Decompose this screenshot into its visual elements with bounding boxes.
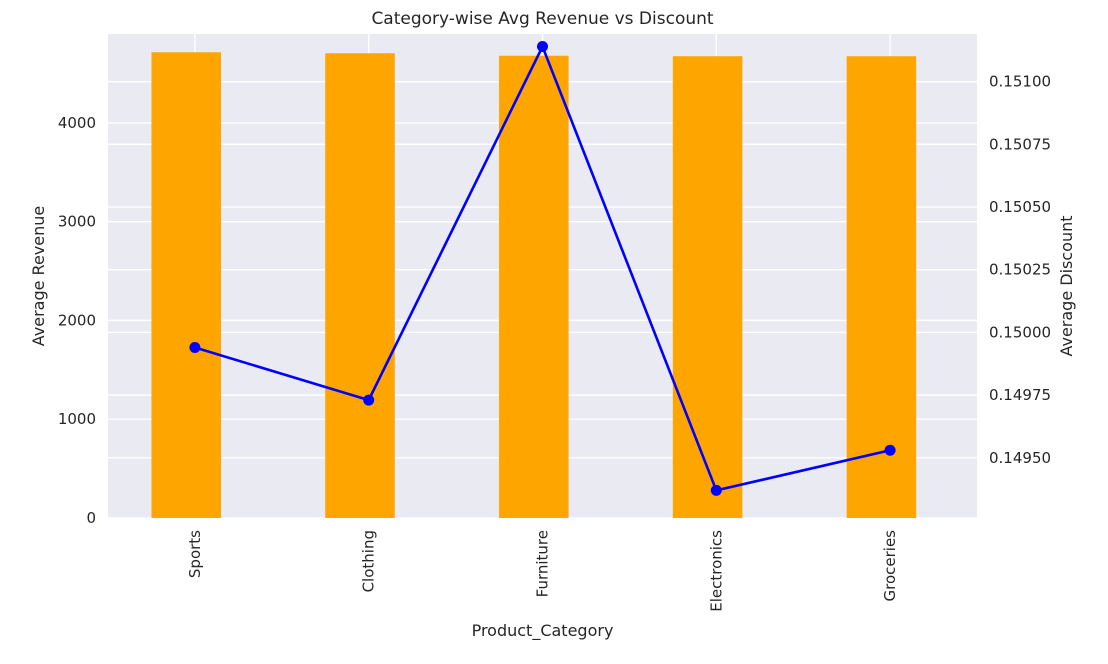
x-tick-label: Sports	[186, 530, 204, 578]
bar-sports	[151, 52, 221, 518]
bar-furniture	[499, 55, 569, 518]
y-axis-label: Average Revenue	[29, 206, 48, 346]
y2-tick-label: 0.15000	[989, 323, 1051, 341]
point-sports	[189, 341, 201, 353]
y-tick-label: 4000	[58, 114, 96, 132]
x-axis-label: Product_Category	[472, 621, 614, 641]
y-tick-label: 0	[86, 509, 96, 527]
y-tick-label: 3000	[58, 213, 96, 231]
y2-axis-ticks: 0.14950 0.14975 0.15000 0.15025 0.15050 0.150…	[989, 73, 1051, 467]
x-tick-label: Electronics	[707, 530, 725, 612]
y-tick-label: 2000	[58, 311, 96, 329]
x-tick-label: Furniture	[534, 530, 552, 597]
y-axis-ticks: 0 1000 2000 3000 4000	[58, 114, 96, 527]
y2-tick-label: 0.14950	[989, 449, 1051, 467]
line-series	[189, 41, 896, 496]
bar-clothing	[325, 53, 395, 518]
point-electronics	[710, 484, 722, 496]
bar-series	[151, 52, 917, 519]
y2-tick-label: 0.15075	[989, 135, 1051, 153]
chart-title: Category-wise Avg Revenue vs Discount	[371, 9, 713, 29]
point-furniture	[537, 41, 548, 53]
bar-groceries	[846, 56, 917, 519]
x-tick-label: Groceries	[881, 530, 899, 602]
y2-tick-label: 0.15100	[989, 73, 1051, 91]
point-clothing	[363, 394, 375, 406]
x-axis-ticks: Sports Clothing Furniture Electronics Grocer…	[186, 530, 899, 612]
y2-tick-label: 0.15025	[989, 261, 1051, 279]
bar-electronics	[672, 56, 743, 519]
y2-axis-label: Average Discount	[1057, 215, 1076, 356]
y-tick-label: 1000	[58, 410, 96, 428]
x-tick-label: Clothing	[360, 530, 378, 592]
y2-tick-label: 0.15050	[989, 198, 1051, 216]
y2-tick-label: 0.14975	[989, 386, 1051, 404]
point-groceries	[884, 444, 896, 456]
